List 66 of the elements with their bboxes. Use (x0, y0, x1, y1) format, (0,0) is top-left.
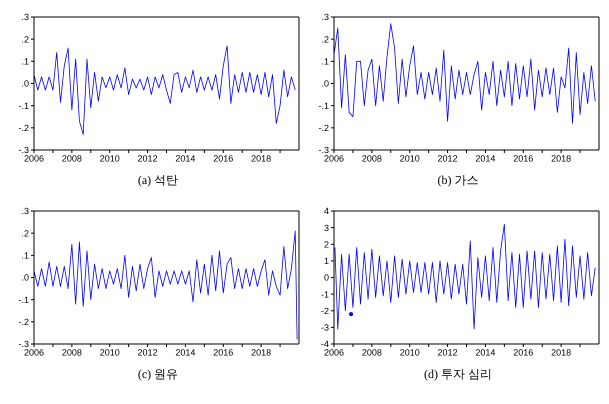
y-tick-label: .1 (21, 250, 29, 261)
line-series (334, 23, 596, 124)
x-tick-label: 2010 (400, 347, 420, 358)
x-tick-label: 2016 (513, 153, 534, 164)
x-tick-label: 2014 (475, 153, 496, 164)
x-tick-label: 2014 (175, 153, 196, 164)
y-tick-label: -3 (320, 322, 329, 333)
x-tick-label: 2006 (324, 153, 344, 164)
x-tick-label: 2010 (100, 347, 120, 358)
x-tick-label: 2008 (62, 153, 82, 164)
y-tick-label: .0 (21, 78, 29, 89)
x-tick-label: 2008 (362, 347, 382, 358)
y-tick-label: -.2 (318, 123, 329, 134)
y-tick-label: -2 (320, 306, 329, 316)
y-tick-label: 1 (324, 256, 329, 266)
y-tick-label: .3 (21, 12, 29, 22)
x-tick-label: 2012 (438, 347, 458, 358)
y-tick-label: .1 (21, 56, 29, 67)
x-tick-label: 2018 (551, 347, 572, 358)
y-tick-label: .3 (321, 12, 329, 22)
y-tick-label: -.1 (18, 100, 29, 111)
line-series (34, 45, 296, 135)
y-tick-label: -.1 (318, 100, 329, 111)
y-tick-label: -.1 (18, 294, 29, 305)
y-tick-label: 0 (324, 272, 329, 283)
x-tick-label: 2012 (438, 153, 458, 164)
y-tick-label: -.2 (18, 317, 29, 328)
x-tick-label: 2014 (475, 347, 496, 358)
text: (b) 가스 (436, 172, 480, 189)
y-tick-label: .2 (21, 228, 29, 238)
x-tick-label: 2012 (138, 153, 158, 164)
x-tick-label: 2016 (213, 347, 234, 358)
text: (c) 원유 (136, 366, 180, 383)
x-tick-label: 2010 (100, 153, 120, 164)
text: (d) 투자 심리 (423, 366, 493, 383)
y-tick-label: .0 (21, 272, 29, 283)
y-tick-label: -.3 (18, 145, 29, 156)
x-tick-label: 2006 (324, 347, 344, 358)
x-tick-label: 2014 (175, 347, 196, 358)
line-series (34, 230, 298, 340)
y-tick-label: -.3 (18, 339, 29, 350)
y-tick-label: -.3 (318, 145, 329, 156)
y-tick-label: 2 (324, 239, 329, 250)
y-tick-label: .1 (321, 56, 329, 67)
x-tick-label: 2016 (213, 153, 234, 164)
y-tick-label: 3 (324, 222, 329, 233)
y-tick-label: .0 (321, 78, 329, 89)
x-tick-label: 2012 (138, 347, 158, 358)
x-tick-label: 2016 (513, 347, 534, 358)
x-tick-label: 2006 (24, 347, 44, 358)
y-tick-label: .3 (21, 206, 29, 216)
y-tick-label: -4 (320, 339, 329, 350)
y-tick-label: 4 (324, 206, 329, 216)
x-tick-label: 2018 (551, 153, 572, 164)
x-tick-label: 2010 (400, 153, 420, 164)
y-tick-label: .2 (21, 34, 29, 44)
x-tick-label: 2018 (251, 347, 272, 358)
line-series (334, 224, 596, 330)
x-tick-label: 2006 (24, 153, 44, 164)
x-tick-label: 2008 (362, 153, 382, 164)
y-tick-label: -.2 (18, 123, 29, 134)
y-tick-label: -1 (320, 289, 329, 300)
x-tick-label: 2018 (251, 153, 272, 164)
x-tick-label: 2008 (62, 347, 82, 358)
text: (a) 석탄 (136, 172, 180, 189)
y-tick-label: .2 (321, 34, 329, 44)
